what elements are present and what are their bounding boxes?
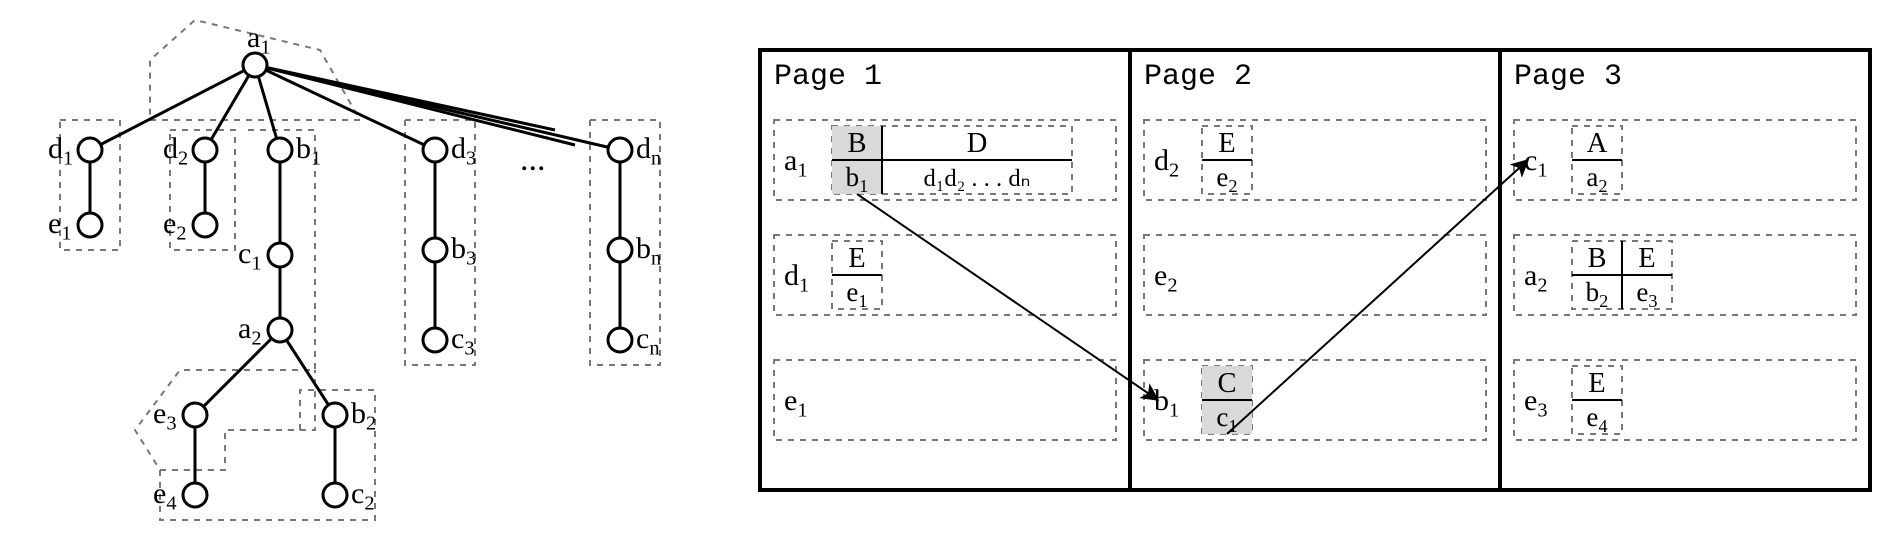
page: Page 1a1Bb1Dd₁d₂ . . . dₙd1Ee1e1 [774, 60, 1116, 440]
tree-node-label: b3 [451, 232, 476, 270]
page-row [1144, 360, 1486, 440]
cell-top: C [1217, 368, 1236, 399]
tree-node [608, 138, 632, 162]
row-prefix: e3 [1524, 384, 1548, 422]
page-row [1144, 235, 1486, 315]
tree-node-label: c2 [351, 477, 375, 515]
page-title: Page 1 [774, 60, 882, 94]
page: Page 3c1Aa2a2Bb2Ee3e3Ee4 [1514, 60, 1856, 440]
row-prefix: a1 [784, 144, 808, 182]
tree-node [78, 213, 102, 237]
cell-bottom: a2 [1586, 162, 1607, 196]
tree-node [183, 483, 207, 507]
tree-node-label: d3 [451, 132, 476, 170]
tree-node-label: bn [636, 232, 661, 270]
tree-node-label: c3 [451, 322, 475, 360]
tree-ellipsis: ... [520, 141, 546, 178]
page: Page 2d2Ee2e2b1Cc1 [1144, 60, 1486, 440]
cell-top: D [967, 128, 988, 159]
tree-node [193, 138, 217, 162]
row-prefix: a2 [1524, 259, 1548, 297]
tree-node-label: e3 [153, 397, 177, 435]
tree-node-label: e2 [163, 207, 187, 245]
row-prefix: d2 [1154, 144, 1179, 182]
cell-bottom: e1 [846, 277, 867, 311]
tree-node-label: dn [636, 132, 661, 170]
tree-node-label: cn [636, 322, 660, 360]
tree-diagram: a1 d1 e1 d2 e2 b1 c1 a2 e3 e4 b2 c2 d3 b3 c3 dn bn cn... [48, 20, 661, 520]
cell-top: A [1587, 128, 1608, 159]
tree-node [423, 328, 447, 352]
page-row [774, 360, 1116, 440]
pointer-arrow [857, 194, 1158, 400]
tree-node [268, 138, 292, 162]
page-row [1514, 235, 1856, 315]
row-prefix: d1 [784, 259, 809, 297]
tree-node-label: a1 [247, 21, 271, 59]
tree-node [323, 403, 347, 427]
page-row [774, 235, 1116, 315]
cell-bottom: d₁d₂ . . . dₙ [924, 165, 1031, 192]
tree-node-label: e1 [48, 207, 72, 245]
row-prefix: b1 [1154, 384, 1179, 422]
row-prefix: e1 [784, 384, 808, 422]
tree-node [323, 483, 347, 507]
tree-node [78, 138, 102, 162]
page-title: Page 3 [1514, 60, 1622, 94]
pointer-arrow [1227, 160, 1528, 434]
row-prefix: e2 [1154, 259, 1178, 297]
page-title: Page 2 [1144, 60, 1252, 94]
page-row [1514, 360, 1856, 440]
cell-top: E [848, 243, 865, 274]
tree-node [268, 243, 292, 267]
tree-node-label: c1 [238, 237, 262, 275]
pages-outer-box [760, 50, 1870, 490]
cell-top: E [1218, 128, 1235, 159]
cell-bottom: e2 [1216, 162, 1237, 196]
tree-node [423, 238, 447, 262]
tree-node [268, 318, 292, 342]
tree-node-label: b1 [296, 132, 321, 170]
tree-edge [280, 330, 335, 415]
tree-node-label: e4 [153, 477, 177, 515]
cell-top: E [1638, 243, 1655, 274]
cell-top: B [847, 128, 866, 159]
cell-bottom: b2 [1586, 277, 1609, 311]
pages-diagram: Page 1 a1 Bb1 Dd₁d₂ . . . dₙ d1 Ee1 e1 Page 2 d2… [760, 50, 1870, 490]
page-row [1144, 120, 1486, 200]
tree-node [183, 403, 207, 427]
cell-top: E [1588, 368, 1605, 399]
tree-node-label: d2 [163, 132, 188, 170]
cell-bottom: e3 [1636, 277, 1657, 311]
row-prefix: c1 [1524, 144, 1548, 182]
tree-node [608, 328, 632, 352]
tree-node [423, 138, 447, 162]
tree-node-label: a2 [238, 312, 262, 350]
tree-node [193, 213, 217, 237]
cell-top: B [1587, 243, 1606, 274]
tree-node [608, 238, 632, 262]
page-row [1514, 120, 1856, 200]
tree-node-label: b2 [351, 397, 376, 435]
cell-bottom: e4 [1586, 402, 1607, 436]
tree-node-label: d1 [48, 132, 73, 170]
